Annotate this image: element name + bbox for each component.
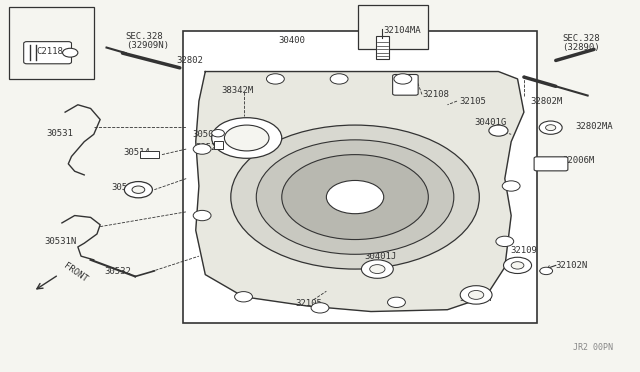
Text: 32104MA: 32104MA: [384, 26, 421, 35]
Text: 30400: 30400: [278, 36, 305, 45]
Circle shape: [212, 129, 225, 137]
Text: 32102N: 32102N: [556, 261, 588, 270]
Circle shape: [545, 125, 556, 131]
Text: 30514: 30514: [124, 148, 150, 157]
Text: 30531: 30531: [46, 129, 73, 138]
Text: 30502: 30502: [111, 183, 138, 192]
Text: 32006M: 32006M: [562, 155, 595, 165]
Text: 32802: 32802: [177, 56, 204, 65]
Text: C2118: C2118: [36, 47, 63, 56]
Circle shape: [370, 264, 385, 273]
Text: (32909N): (32909N): [125, 41, 169, 50]
Text: 30401G: 30401G: [474, 118, 506, 127]
Text: 32109M: 32109M: [459, 294, 491, 303]
Circle shape: [468, 291, 484, 299]
FancyBboxPatch shape: [534, 157, 568, 171]
Circle shape: [231, 125, 479, 269]
Circle shape: [489, 125, 508, 136]
Circle shape: [193, 144, 211, 154]
Circle shape: [388, 297, 405, 308]
Bar: [214, 141, 223, 149]
Text: 32109: 32109: [510, 246, 537, 255]
Text: 32105: 32105: [459, 97, 486, 106]
Text: 32105: 32105: [296, 299, 323, 308]
Text: 38342M: 38342M: [221, 86, 253, 94]
Circle shape: [326, 180, 384, 214]
Circle shape: [496, 236, 514, 247]
Text: SEC.328: SEC.328: [562, 34, 600, 43]
Circle shape: [63, 48, 78, 57]
Circle shape: [235, 292, 252, 302]
Circle shape: [540, 121, 562, 134]
Circle shape: [282, 155, 428, 240]
Bar: [183, 31, 537, 323]
FancyBboxPatch shape: [393, 74, 418, 95]
Circle shape: [330, 74, 348, 84]
Polygon shape: [196, 71, 524, 311]
Circle shape: [132, 186, 145, 193]
Circle shape: [394, 74, 412, 84]
Text: 30521: 30521: [195, 143, 222, 152]
Circle shape: [225, 125, 269, 151]
Bar: [140, 151, 159, 158]
Text: 30531N: 30531N: [45, 237, 77, 246]
Circle shape: [212, 118, 282, 158]
Bar: [376, 36, 389, 59]
Circle shape: [256, 140, 454, 254]
Circle shape: [540, 267, 552, 275]
Text: 32802M: 32802M: [531, 97, 563, 106]
Circle shape: [311, 303, 329, 313]
Circle shape: [266, 74, 284, 84]
Circle shape: [511, 262, 524, 269]
Text: 32802MA: 32802MA: [575, 122, 612, 131]
Text: SEC.328: SEC.328: [125, 32, 163, 41]
Text: JR2 00PN: JR2 00PN: [573, 343, 613, 352]
Text: FRONT: FRONT: [62, 262, 89, 284]
Circle shape: [193, 211, 211, 221]
Bar: [358, 5, 428, 49]
Text: (32890): (32890): [562, 43, 600, 52]
Bar: [9, 7, 94, 79]
Text: 30532: 30532: [104, 267, 131, 276]
Circle shape: [460, 286, 492, 304]
Text: 30401J: 30401J: [365, 251, 397, 261]
Circle shape: [124, 182, 152, 198]
Text: 32108: 32108: [422, 90, 449, 99]
FancyBboxPatch shape: [24, 42, 72, 64]
Circle shape: [504, 257, 532, 273]
Circle shape: [502, 181, 520, 191]
Circle shape: [362, 260, 394, 278]
Text: 30507: 30507: [193, 130, 220, 139]
